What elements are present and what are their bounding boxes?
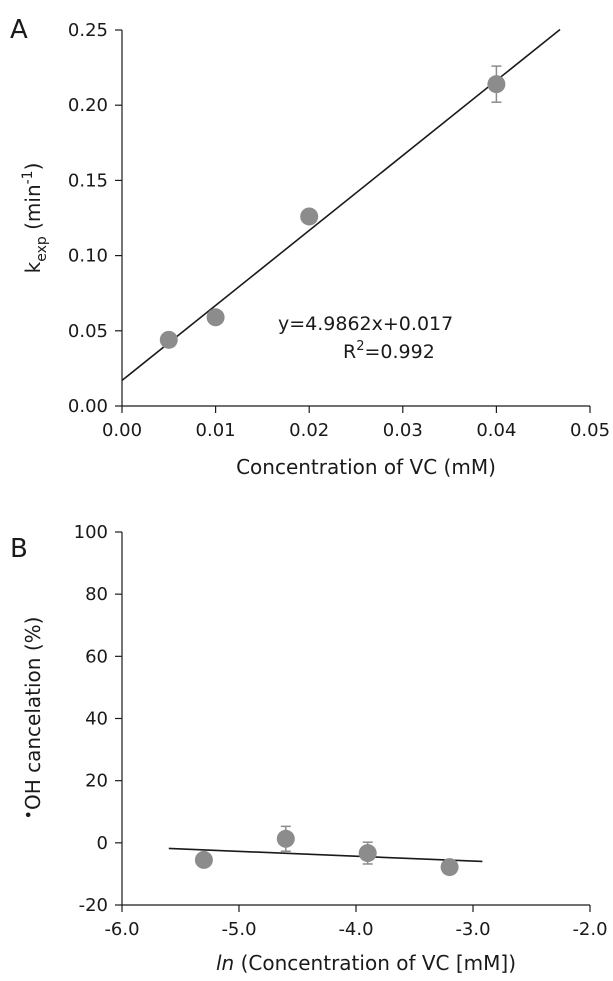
panel-b-x-ticks: -6.0 -5.0 -4.0 -3.0 -2.0 [104, 905, 608, 940]
y-tick-label: 0.00 [68, 396, 108, 417]
y-tick-label: 0 [97, 833, 108, 854]
panel-a-r-squared: R2=0.992 [343, 339, 435, 363]
panel-a-y-label-unit-sup: -1 [20, 170, 36, 184]
panel-a-y-axis-label: kexp (min-1) [20, 163, 50, 274]
panel-b-y-axis-label: •OH cancelation (%) [19, 617, 45, 820]
data-point [276, 829, 295, 848]
y-tick-label: 20 [85, 771, 108, 792]
panel-a-y-label-sub: exp [34, 236, 50, 262]
panel-b: B -20 0 20 40 60 80 100 -6.0 -5.0 -4.0 -3.0 -2.0 l… [10, 522, 608, 975]
data-point [358, 844, 377, 863]
fit-line [121, 28, 561, 382]
y-tick-label: 0.10 [68, 246, 108, 267]
data-point [194, 850, 213, 869]
panel-a-y-label-main: k [21, 261, 45, 273]
panel-b-x-label-rest: (Concentration of VC [mM]) [234, 951, 516, 975]
y-tick-label: 0.15 [68, 170, 108, 191]
panel-b-y-label-rest: OH cancelation (%) [21, 617, 45, 810]
data-point [487, 75, 506, 94]
y-tick-label: 100 [74, 522, 108, 543]
panel-a-x-ticks: 0.00 0.01 0.02 0.03 0.04 0.05 [102, 406, 610, 441]
panel-b-y-ticks: -20 0 20 40 60 80 100 [74, 522, 122, 916]
panel-b-x-label-italic: ln [216, 951, 234, 975]
x-tick-label: 0.02 [289, 420, 329, 441]
x-tick-label: -3.0 [455, 919, 490, 940]
x-tick-label: 0.04 [476, 420, 516, 441]
panel-a-y-ticks: 0.00 0.05 0.10 0.15 0.20 0.25 [68, 20, 122, 417]
panel-b-y-label-dot: • [19, 810, 38, 819]
y-tick-label: 0.20 [68, 95, 108, 116]
y-tick-label: 80 [85, 584, 108, 605]
x-tick-label: 0.05 [570, 420, 610, 441]
data-point [206, 308, 225, 327]
x-tick-label: -5.0 [221, 919, 256, 940]
panel-a-y-label-unit-post: ) [21, 163, 45, 171]
panel-a-x-axis-label: Concentration of VC (mM) [236, 455, 496, 479]
x-tick-label: -2.0 [572, 919, 607, 940]
x-tick-label: 0.01 [196, 420, 236, 441]
x-tick-label: 0.03 [383, 420, 423, 441]
data-point [159, 330, 178, 349]
y-tick-label: -20 [79, 895, 108, 916]
fit-line [168, 847, 483, 863]
y-tick-label: 0.05 [68, 321, 108, 342]
panel-a-label: A [10, 15, 28, 45]
panel-b-label: B [10, 534, 28, 564]
x-tick-label: -6.0 [104, 919, 139, 940]
panel-a-equation: y=4.9862x+0.017 [278, 313, 453, 335]
y-tick-label: 60 [85, 646, 108, 667]
panel-a-r-post: =0.992 [364, 341, 434, 363]
panel-b-x-axis-label: ln (Concentration of VC [mM]) [216, 951, 516, 975]
panel-a-y-label-unit-pre: (min [21, 184, 45, 236]
panel-a-plot [121, 28, 561, 382]
panel-a-r-sup: 2 [356, 339, 364, 354]
panel-a-r-pre: R [343, 341, 356, 363]
x-tick-label: 0.00 [102, 420, 142, 441]
panel-b-plot [168, 825, 483, 877]
y-tick-label: 0.25 [68, 20, 108, 41]
data-point [440, 858, 459, 877]
y-tick-label: 40 [85, 709, 108, 730]
panel-a: A 0.000.050.100.150.200.25 0.00 0.01 0.02 0… [10, 15, 610, 479]
data-point [300, 207, 319, 226]
x-tick-label: -4.0 [338, 919, 373, 940]
